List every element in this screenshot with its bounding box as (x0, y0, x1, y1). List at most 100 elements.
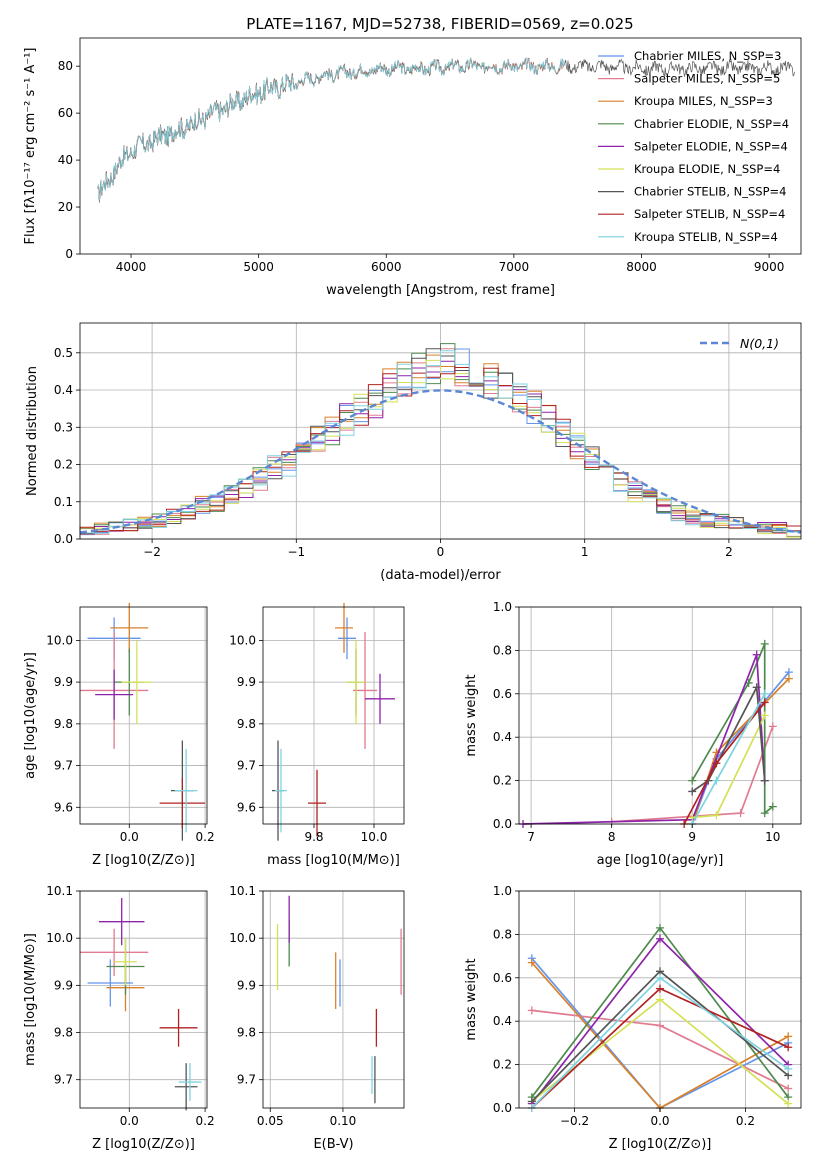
plot-area (527, 923, 793, 1112)
weight-marker (768, 722, 777, 731)
y-tick-label: 9.7 (54, 1073, 73, 1087)
x-axis-label: mass [log10(M/M⊙)] (267, 853, 400, 868)
plot-area (79, 343, 802, 539)
plot-area (97, 57, 795, 203)
axes-frame (262, 606, 405, 825)
gaussian-curve (79, 389, 802, 534)
x-axis-label: E(B-V) (313, 1137, 353, 1152)
weight-marker (784, 1084, 793, 1093)
axes-frame (79, 890, 208, 1109)
x-tick-label: 9 (688, 830, 696, 844)
y-tick-label: 80 (58, 59, 73, 73)
weight-marker (688, 776, 697, 785)
weight-series (691, 693, 766, 825)
legend-label: Salpeter MILES, N_SSP=5 (634, 72, 780, 86)
panel-spectrum: 4000 5000 6000 7000 8000 9000 0 20 40 60 80 wavelen… (23, 37, 802, 298)
y-tick-label: 0.0 (493, 817, 512, 831)
axes-frame (262, 890, 405, 1109)
weight-marker (752, 650, 761, 659)
weight-series (692, 715, 766, 819)
legend-label: Kroupa STELIB, N_SSP=4 (634, 230, 778, 244)
y-tick-label: 60 (58, 106, 73, 120)
weight-marker (768, 802, 777, 811)
y-tick-label: 0.0 (54, 532, 73, 546)
weight-marker (656, 984, 664, 993)
weight-marker (712, 759, 721, 768)
weight-marker (656, 973, 664, 982)
y-tick-label: 0.6 (493, 687, 512, 701)
plot-area (519, 639, 793, 828)
legend-label: N(0,1) (740, 336, 779, 351)
weight-series (691, 684, 766, 793)
legend-label: Chabrier ELODIE, N_SSP=4 (634, 117, 789, 131)
weight-marker (784, 674, 793, 683)
weight-marker (656, 923, 664, 932)
x-tick-label: 0.2 (196, 830, 215, 844)
axes-frame (518, 890, 802, 1109)
y-tick-label: 9.8 (54, 717, 73, 731)
x-tick-label: 10.0 (361, 830, 388, 844)
x-tick-label: 5000 (243, 260, 274, 274)
weight-marker (784, 1032, 793, 1041)
y-tick-label: 9.9 (237, 978, 256, 992)
x-axis-label: age [log10(age/yr)] (597, 853, 724, 868)
weight-marker (527, 1006, 536, 1015)
y-tick-label: 0.2 (493, 774, 512, 788)
weight-marker (736, 809, 745, 818)
y-tick-label: 40 (58, 153, 73, 167)
y-tick-label: 0.8 (493, 643, 512, 657)
y-tick-label: 0.2 (493, 1058, 512, 1072)
y-tick-label: 9.6 (237, 800, 256, 814)
plot-area (80, 898, 202, 1111)
x-tick-label: 6000 (371, 260, 402, 274)
y-tick-label: 10.1 (46, 884, 73, 898)
weight-marker (760, 809, 769, 818)
histogram-series (79, 350, 801, 539)
weight-marker (688, 787, 697, 796)
plot-area (276, 895, 402, 1104)
panel-age-vs-mass: 9.8 10.0 9.6 9.7 9.8 9.9 10.0 mass [log10(M/M⊙)… (229, 602, 405, 868)
legend-label: Kroupa ELODIE, N_SSP=4 (634, 162, 780, 176)
y-tick-label: 0.1 (54, 495, 73, 509)
y-axis-label: age [log10(age/yr)] (23, 652, 38, 779)
weight-marker (760, 711, 769, 720)
axes-frame (518, 606, 802, 825)
x-tick-label: −1 (287, 545, 305, 559)
x-tick-label: 8 (608, 830, 616, 844)
y-tick-label: 9.8 (54, 1026, 73, 1040)
x-tick-label: 7 (527, 830, 535, 844)
plot-area (272, 602, 395, 841)
y-axis-label: Normed distribution (25, 366, 40, 496)
y-tick-label: 9.6 (54, 800, 73, 814)
y-tick-label: 9.9 (54, 978, 73, 992)
x-axis-label: Z [log10(Z/Z⊙)] (92, 853, 195, 868)
x-tick-label: 0.0 (120, 830, 139, 844)
histogram-series (79, 367, 801, 539)
y-tick-label: 0.8 (493, 927, 512, 941)
y-axis-label: mass [log10(M/M⊙)] (23, 933, 38, 1066)
x-tick-label: −2 (143, 545, 161, 559)
x-tick-label: 9.8 (304, 830, 323, 844)
weight-marker (656, 1021, 664, 1030)
weight-marker (760, 639, 769, 648)
x-tick-label: 4000 (116, 260, 147, 274)
y-axis-label: mass weight (464, 958, 479, 1040)
y-tick-label: 1.0 (493, 600, 512, 614)
legend-label: Chabrier STELIB, N_SSP=4 (634, 185, 786, 199)
weight-marker (656, 934, 664, 943)
legend: Chabrier MILES, N_SSP=3 Salpeter MILES, N… (598, 49, 789, 244)
y-tick-label: 0.3 (54, 420, 73, 434)
y-tick-label: 1.0 (493, 884, 512, 898)
y-tick-label: 9.7 (237, 759, 256, 773)
x-tick-label: 0.2 (196, 1114, 215, 1128)
weight-series (522, 654, 766, 825)
spectrum-series (97, 57, 566, 201)
x-tick-label: −0.2 (560, 1114, 589, 1128)
panel-mass-vs-Z: 0.0 0.2 9.7 9.8 9.9 10.0 10.1 Z [log10(Z/Z⊙)] ma… (23, 884, 215, 1152)
x-tick-label: 0.0 (650, 1114, 669, 1128)
x-tick-label: 0.0 (120, 1114, 139, 1128)
weight-marker (712, 776, 721, 785)
weight-marker (712, 811, 721, 820)
y-tick-label: 10.0 (229, 931, 256, 945)
y-tick-label: 9.9 (237, 675, 256, 689)
